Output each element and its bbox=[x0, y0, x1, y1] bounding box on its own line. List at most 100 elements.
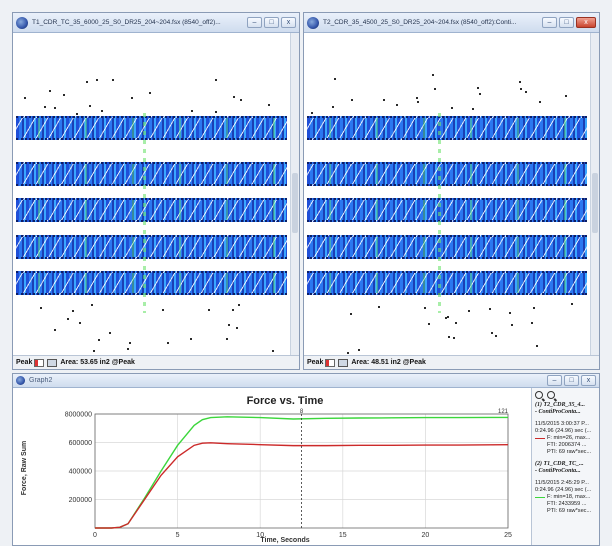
left-pressure-map[interactable] bbox=[13, 33, 290, 355]
x-tick-label: 15 bbox=[339, 532, 347, 539]
noise-dot bbox=[452, 337, 455, 340]
left-window-titlebar[interactable]: T1_CDR_TC_35_6000_25_S0_DR25_204~204.fsx… bbox=[13, 13, 299, 33]
minimize-button[interactable]: – bbox=[547, 375, 562, 386]
noise-dot bbox=[450, 107, 453, 110]
scroll-thumb[interactable] bbox=[592, 173, 598, 233]
noise-dot bbox=[350, 313, 353, 316]
frame-icon[interactable] bbox=[325, 358, 336, 367]
tread-strip bbox=[16, 235, 287, 259]
noise-dot bbox=[565, 94, 568, 97]
legend-file1-subtitle: - ContiProConta... bbox=[535, 409, 581, 415]
minimize-button[interactable]: – bbox=[542, 17, 557, 28]
red-swatch bbox=[535, 437, 545, 440]
noise-dot bbox=[239, 98, 242, 101]
right-vertical-scrollbar[interactable] bbox=[590, 33, 599, 355]
noise-dot bbox=[531, 322, 534, 325]
noise-dot bbox=[215, 79, 218, 81]
cursor-label: 8 bbox=[300, 409, 304, 415]
app-logo-icon bbox=[16, 16, 28, 29]
noise-dot bbox=[520, 88, 523, 91]
display-icon[interactable] bbox=[338, 358, 349, 367]
noise-dot bbox=[43, 105, 46, 108]
scroll-thumb[interactable] bbox=[292, 173, 298, 233]
tread-strip bbox=[16, 198, 287, 222]
right-window-titlebar[interactable]: T2_CDR_35_4500_25_S0_DR25_204~204.fsx (8… bbox=[304, 13, 599, 33]
tread-strip bbox=[16, 116, 287, 140]
noise-dot bbox=[90, 304, 93, 306]
noise-dot bbox=[395, 104, 398, 107]
close-button[interactable]: x bbox=[281, 17, 296, 28]
noise-dot bbox=[72, 309, 75, 312]
legend-file2-subtitle: - ContiProConta... bbox=[535, 468, 581, 474]
right-pressure-window[interactable]: T2_CDR_35_4500_25_S0_DR25_204~204.fsx (8… bbox=[303, 12, 600, 370]
left-vertical-scrollbar[interactable] bbox=[290, 33, 299, 355]
noise-dot bbox=[233, 96, 236, 99]
y-tick-label: 600000 bbox=[69, 440, 92, 447]
close-button[interactable]: x bbox=[581, 375, 596, 386]
tread-strip bbox=[16, 162, 287, 186]
green-swatch bbox=[535, 496, 545, 499]
noise-dot bbox=[225, 338, 228, 341]
noise-dot bbox=[423, 306, 426, 309]
maximize-button[interactable]: □ bbox=[564, 375, 579, 386]
zoom-out-icon[interactable] bbox=[547, 391, 555, 399]
noise-dot bbox=[130, 96, 133, 99]
x-tick-label: 10 bbox=[256, 532, 264, 539]
left-pressure-window[interactable]: T1_CDR_TC_35_6000_25_S0_DR25_204~204.fsx… bbox=[12, 12, 300, 370]
legend-file2-date: 11/5/2015 2:45:29 P... bbox=[535, 480, 589, 486]
legend-file2-fti: FTI: 2433959 ... bbox=[547, 501, 587, 507]
left-window-title: T1_CDR_TC_35_6000_25_S0_DR25_204~204.fsx… bbox=[32, 19, 221, 26]
zoom-in-icon[interactable] bbox=[535, 391, 543, 399]
noise-dot bbox=[86, 80, 89, 83]
minimize-button[interactable]: – bbox=[247, 17, 262, 28]
legend-file2-entry: F: min=18, max... bbox=[535, 494, 596, 501]
red-series-line bbox=[95, 442, 509, 529]
noise-dot bbox=[76, 112, 79, 115]
noise-dot bbox=[431, 74, 434, 77]
noise-dot bbox=[96, 79, 99, 82]
noise-dot bbox=[416, 101, 419, 104]
legend-file1-entry: F: min=26, max... bbox=[535, 435, 596, 442]
maximize-button[interactable]: □ bbox=[264, 17, 279, 28]
noise-dot bbox=[519, 81, 522, 84]
noise-dot bbox=[272, 350, 275, 353]
chart-area[interactable]: Force vs. Time Force, Raw Sum Time, Seco… bbox=[13, 388, 531, 545]
tread-strip bbox=[307, 162, 587, 186]
force-time-chart[interactable]: Force vs. Time Force, Raw Sum Time, Seco… bbox=[13, 388, 531, 546]
noise-dot bbox=[347, 352, 350, 355]
legend-file1-title: (1) T2_CDR_35_4... bbox=[535, 402, 585, 408]
display-icon[interactable] bbox=[47, 358, 58, 367]
chart-title: Force vs. Time bbox=[247, 395, 324, 407]
noise-dot bbox=[331, 105, 334, 108]
noise-dot bbox=[472, 107, 475, 110]
legend-file2-duration: 0:24.96 (24.96) sec (... bbox=[535, 487, 592, 493]
close-button[interactable]: x bbox=[576, 17, 596, 28]
seam-marker bbox=[438, 113, 442, 313]
noise-dot bbox=[479, 92, 482, 95]
noise-dot bbox=[467, 309, 470, 312]
x-tick-label: 0 bbox=[93, 532, 97, 539]
area-readout: Area: 48.51 in2 @Peak bbox=[351, 359, 426, 366]
noise-dot bbox=[448, 335, 451, 338]
legend-file1-date: 11/5/2015 3:00:37 P... bbox=[535, 421, 589, 427]
tread-strip bbox=[307, 235, 587, 259]
noise-dot bbox=[53, 107, 56, 110]
maximize-button[interactable]: □ bbox=[559, 17, 574, 28]
noise-dot bbox=[434, 87, 437, 90]
noise-dot bbox=[149, 92, 152, 95]
graph-titlebar[interactable]: Graph2 – □ x bbox=[13, 374, 599, 388]
noise-dot bbox=[455, 321, 458, 324]
noise-dot bbox=[447, 315, 450, 318]
frame-icon[interactable] bbox=[34, 358, 45, 367]
legend-file1-force: F: min=26, max... bbox=[547, 435, 591, 441]
noise-dot bbox=[190, 110, 193, 113]
noise-dot bbox=[109, 332, 112, 335]
noise-dot bbox=[511, 324, 514, 326]
noise-dot bbox=[508, 312, 511, 314]
graph-window[interactable]: Graph2 – □ x Force vs. Time Force, Raw S… bbox=[12, 373, 600, 546]
noise-dot bbox=[53, 329, 56, 332]
right-pressure-map[interactable] bbox=[304, 33, 590, 355]
noise-dot bbox=[62, 94, 65, 97]
legend-file1-pti: PTI: 69 raw*sec... bbox=[547, 449, 592, 455]
noise-dot bbox=[488, 308, 491, 311]
